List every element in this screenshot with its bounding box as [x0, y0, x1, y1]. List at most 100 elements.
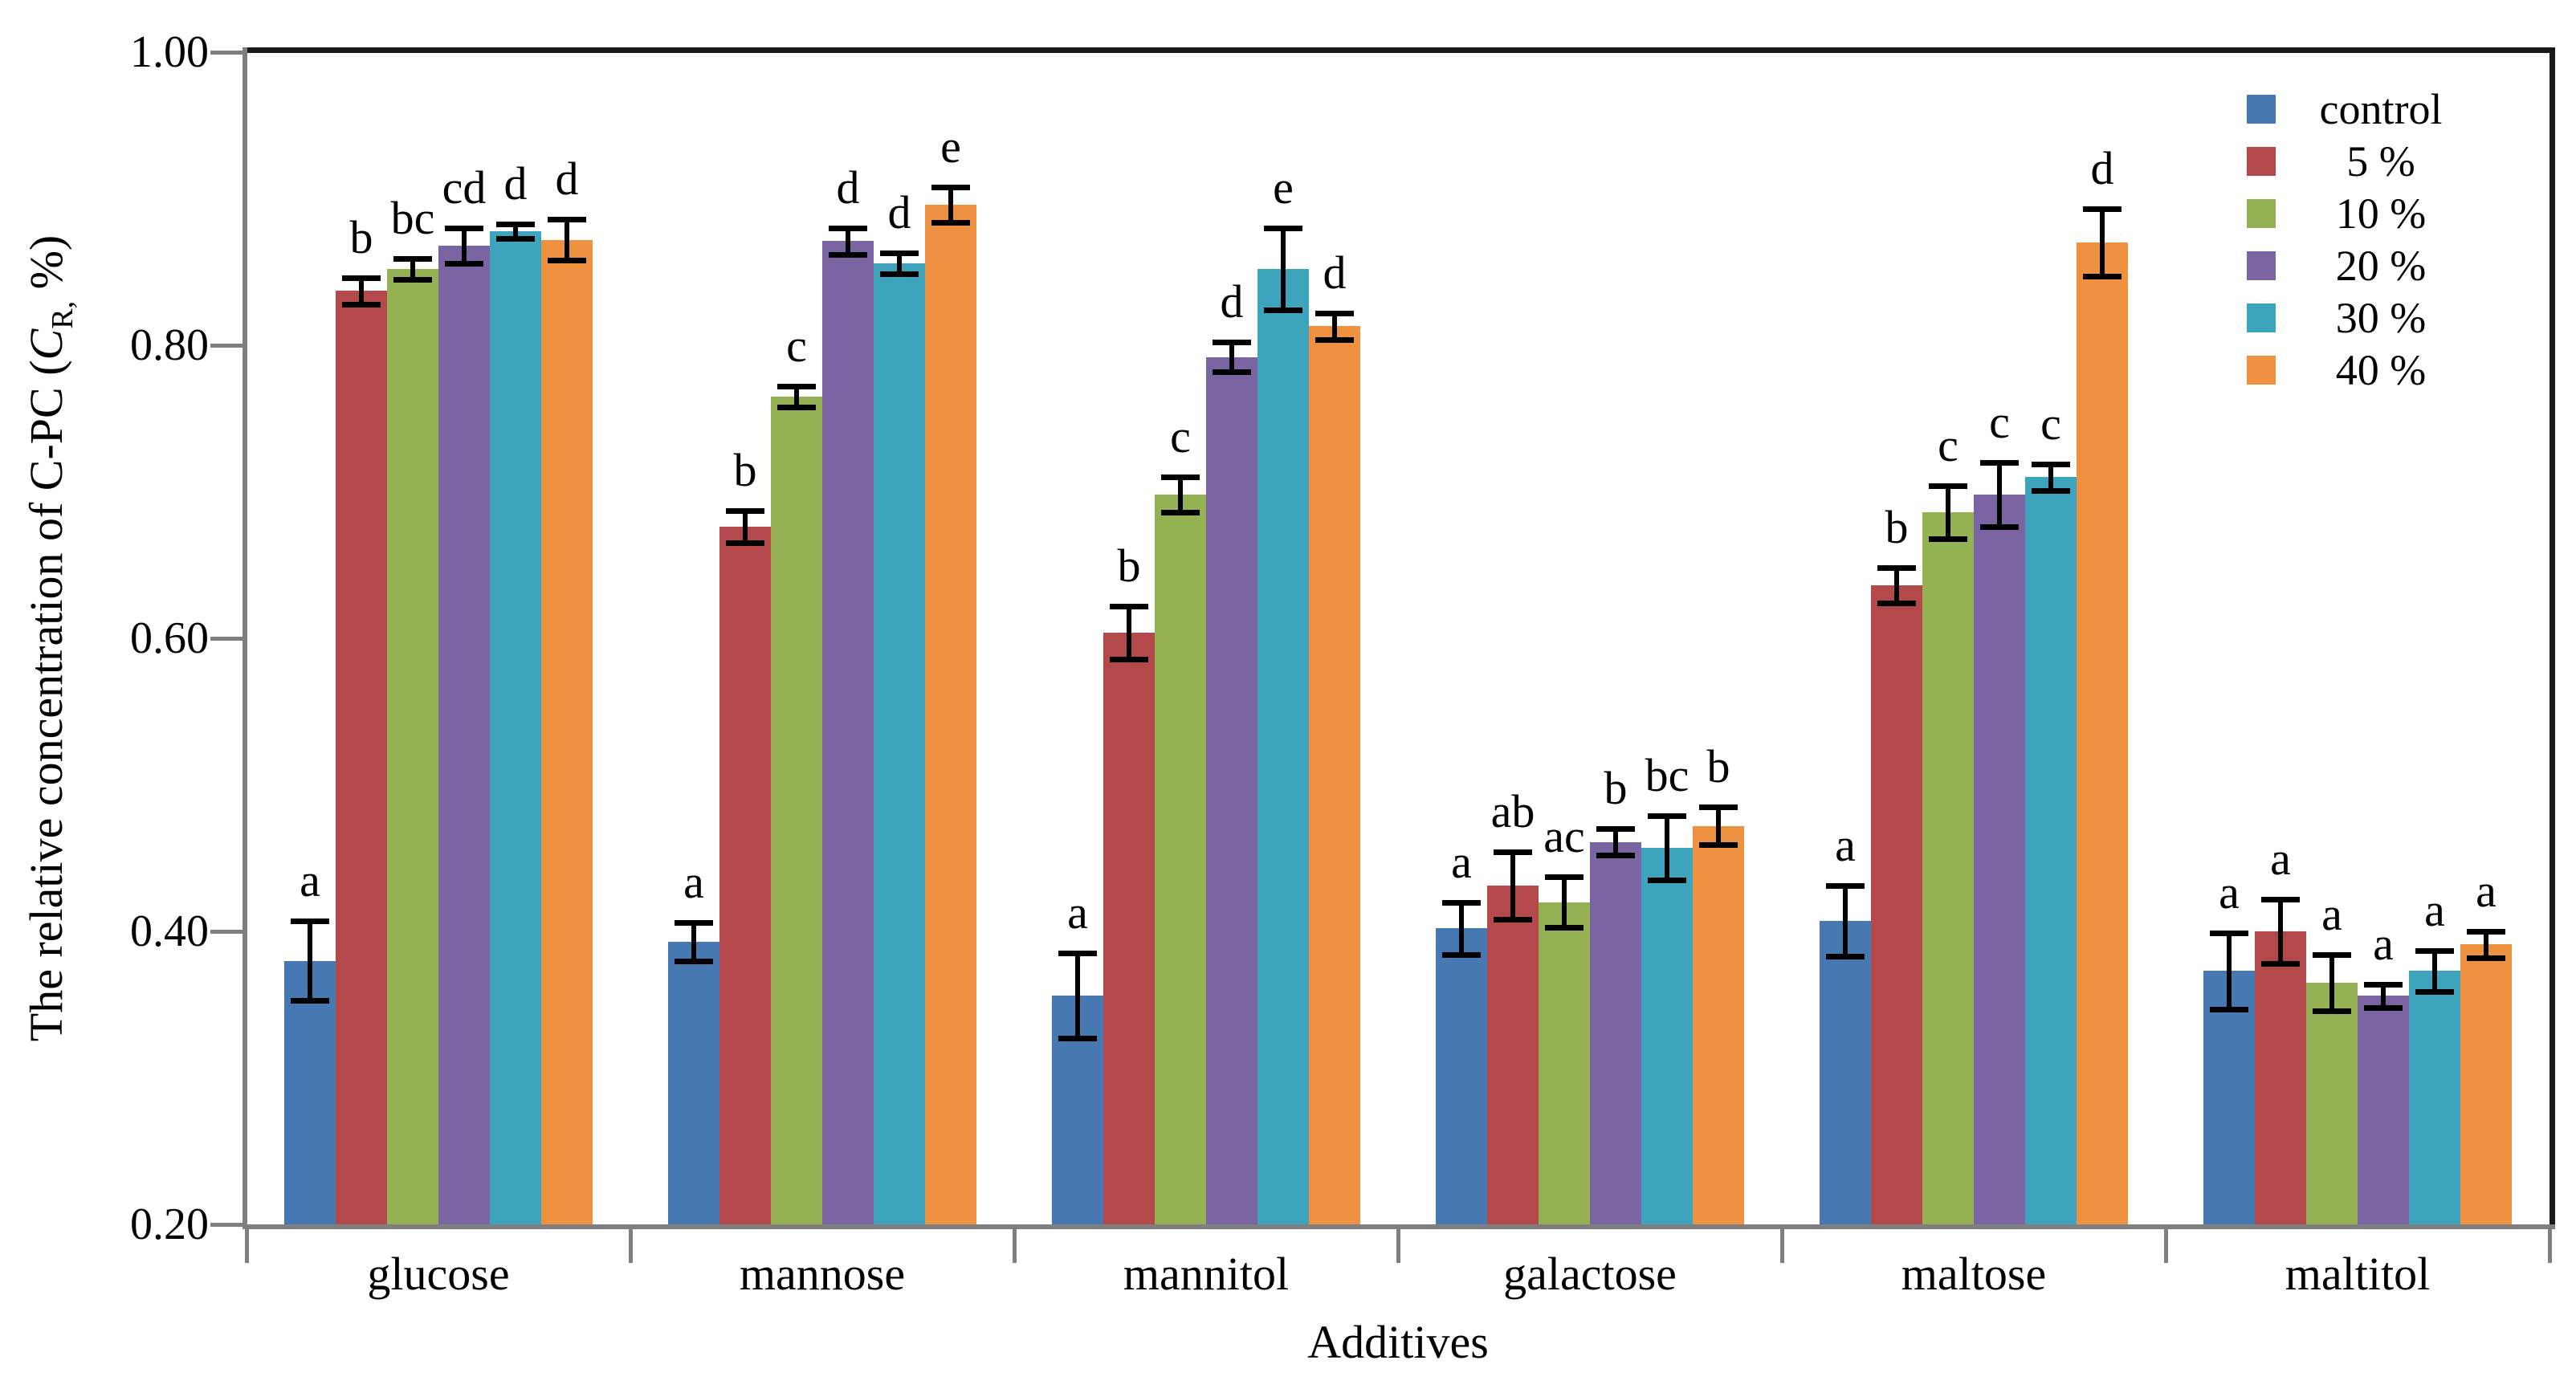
error-bar-maltose-20% [1997, 462, 2002, 527]
error-bar-cap-bottom [1648, 878, 1686, 884]
error-bar-cap-top [445, 226, 483, 231]
error-bar-cap-top [1264, 226, 1302, 231]
significance-letter: a [2424, 883, 2445, 936]
significance-letter: a [1067, 886, 1088, 939]
error-bar-cap-top [726, 508, 764, 515]
bar-mannose-30% [874, 263, 925, 1224]
y-tick-label: 0.60 [130, 613, 209, 663]
bar-mannitol-40% [1309, 326, 1360, 1224]
error-bar-maltitol-5% [2278, 898, 2283, 964]
error-bar-mannose-30% [897, 253, 902, 274]
significance-letter: e [1273, 161, 1294, 214]
plot-frame-right [2550, 47, 2555, 1228]
error-bar-cap-bottom [675, 958, 713, 964]
error-bar-cap-top [1648, 813, 1686, 819]
significance-letter: bc [1645, 748, 1689, 801]
error-bar-maltose-5% [1894, 568, 1899, 604]
error-bar-cap-top [1110, 603, 1148, 609]
y-tick-label: 1.00 [130, 27, 209, 77]
legend-label-control: control [2319, 85, 2443, 133]
error-bar-cap-top [777, 384, 816, 390]
legend-swatch-control [2247, 95, 2276, 124]
legend-label-5%: 5 % [2346, 137, 2415, 185]
error-bar-cap-top [342, 275, 381, 282]
legend-label-30%: 30 % [2335, 294, 2427, 342]
significance-letter: a [1451, 835, 1472, 888]
error-bar-cap-bottom [2415, 988, 2454, 995]
significance-letter: c [1170, 410, 1191, 463]
x-axis-title: Additives [1307, 1316, 1489, 1368]
error-bar-mannose-40% [948, 186, 953, 222]
significance-letter: a [2219, 866, 2240, 918]
error-bar-maltose-40% [2100, 209, 2105, 277]
error-bar-cap-bottom [2083, 274, 2122, 280]
error-bar-cap-bottom [342, 301, 381, 308]
x-tick-mark [1780, 1228, 1784, 1263]
error-bar-cap-bottom [496, 235, 535, 242]
error-bar-cap-top [675, 920, 713, 927]
bar-mannose-control [668, 941, 719, 1224]
error-bar-cap-top [548, 217, 586, 223]
significance-letter: d [836, 161, 860, 214]
bar-mannitol-5% [1103, 632, 1155, 1224]
error-bar-cap-top [496, 221, 535, 227]
error-bar-cap-bottom [1494, 917, 1532, 923]
error-bar-maltitol-40% [2484, 931, 2488, 958]
bar-maltose-30% [2025, 477, 2077, 1224]
bar-glucose-20% [438, 245, 490, 1224]
bar-galactose-5% [1487, 886, 1539, 1224]
error-bar-maltitol-10% [2329, 955, 2334, 1011]
y-tick-mark [210, 1223, 244, 1227]
bar-maltitol-10% [2306, 982, 2358, 1224]
error-bar-cap-top [291, 918, 329, 925]
error-bar-cap-top [1494, 849, 1532, 856]
legend-label-20%: 20 % [2335, 242, 2427, 290]
error-bar-cap-top [1545, 874, 1584, 881]
x-tick-mark [629, 1228, 633, 1263]
error-bar-cap-bottom [1596, 853, 1635, 859]
bar-glucose-30% [490, 230, 541, 1224]
significance-letter: a [2476, 865, 2497, 917]
y-tick-mark [210, 51, 244, 55]
bar-mannose-10% [771, 396, 822, 1224]
y-tick-label: 0.20 [130, 1200, 209, 1249]
error-bar-cap-bottom [2364, 1004, 2403, 1011]
bar-maltitol-40% [2460, 944, 2512, 1224]
error-bar-galactose-10% [1562, 877, 1567, 927]
error-bar-cap-bottom [777, 404, 816, 410]
significance-letter: b [733, 444, 757, 497]
error-bar-galactose-20% [1613, 829, 1618, 856]
error-bar-maltose-30% [2048, 463, 2053, 491]
significance-letter: c [2040, 397, 2061, 450]
error-bar-mannitol-control [1075, 953, 1080, 1039]
significance-letter: bc [390, 192, 435, 245]
error-bar-cap-top [2210, 930, 2248, 936]
error-bar-mannose-10% [794, 386, 799, 407]
error-bar-glucose-10% [410, 259, 415, 279]
bar-glucose-5% [336, 291, 387, 1224]
bar-mannose-5% [719, 527, 771, 1224]
significance-letter: a [300, 854, 320, 907]
error-bar-maltitol-control [2227, 932, 2232, 1009]
error-bar-cap-top [2083, 206, 2122, 213]
error-bar-cap-top [1161, 475, 1200, 481]
bar-galactose-40% [1693, 825, 1744, 1224]
error-bar-cap-top [1826, 883, 1865, 890]
error-bar-cap-bottom [2210, 1006, 2248, 1012]
significance-letter: c [1989, 396, 2010, 448]
y-tick-mark [210, 344, 244, 348]
y-axis-line [243, 47, 247, 1228]
x-category-label: mannose [739, 1248, 906, 1300]
error-bar-cap-top [2415, 947, 2454, 954]
y-tick-label: 0.80 [130, 320, 209, 370]
x-tick-mark [1013, 1228, 1017, 1263]
error-bar-cap-bottom [291, 997, 329, 1004]
x-tick-mark [2548, 1228, 2552, 1263]
bar-maltose-5% [1871, 585, 1922, 1224]
significance-letter: d [887, 186, 911, 239]
significance-letter: d [2090, 142, 2114, 195]
error-bar-galactose-5% [1510, 852, 1515, 920]
error-bar-glucose-30% [513, 223, 518, 238]
bar-maltitol-control [2203, 971, 2255, 1224]
error-bar-cap-bottom [880, 271, 919, 277]
